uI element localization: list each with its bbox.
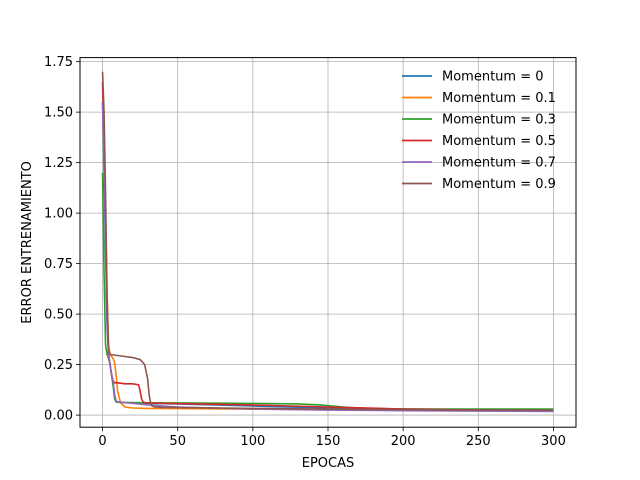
x-axis-ticks: 0 50 100 150 200 250 300 [98, 427, 566, 449]
series-line-5 [101, 71, 554, 412]
x-tick-label: 50 [169, 434, 186, 449]
grid-lines [80, 57, 576, 428]
y-tick-label: 1.00 [44, 207, 73, 222]
x-tick-label: 0 [98, 434, 106, 449]
y-tick-label: 0.75 [44, 257, 73, 272]
y-tick-label: 0.00 [44, 409, 73, 424]
legend: Momentum = 0 Momentum = 0.1 Momentum = 0.3… [402, 70, 556, 192]
legend-label-4: Momentum = 0.7 [442, 156, 556, 171]
x-tick-label: 300 [541, 434, 566, 449]
y-tick-label: 0.50 [44, 308, 73, 323]
x-axis-label: EPOCAS [302, 456, 355, 471]
x-tick-label: 200 [391, 434, 416, 449]
y-axis-label: ERROR ENTRENAMIENTO [20, 161, 35, 324]
series-lines [101, 71, 554, 413]
legend-label-1: Momentum = 0.1 [442, 91, 556, 106]
legend-label-5: Momentum = 0.9 [442, 177, 556, 192]
y-axis-ticks: 0.00 0.25 0.50 0.75 1.00 1.25 1.50 1.75 [44, 55, 80, 424]
y-tick-label: 1.50 [44, 106, 73, 121]
legend-label-2: Momentum = 0.3 [442, 113, 556, 128]
legend-label-3: Momentum = 0.5 [442, 134, 556, 149]
y-tick-label: 0.25 [44, 358, 73, 373]
x-tick-label: 250 [466, 434, 491, 449]
x-tick-label: 100 [240, 434, 265, 449]
y-tick-label: 1.25 [44, 156, 73, 171]
legend-label-0: Momentum = 0 [442, 70, 544, 85]
x-tick-label: 150 [316, 434, 341, 449]
y-tick-label: 1.75 [44, 55, 73, 70]
